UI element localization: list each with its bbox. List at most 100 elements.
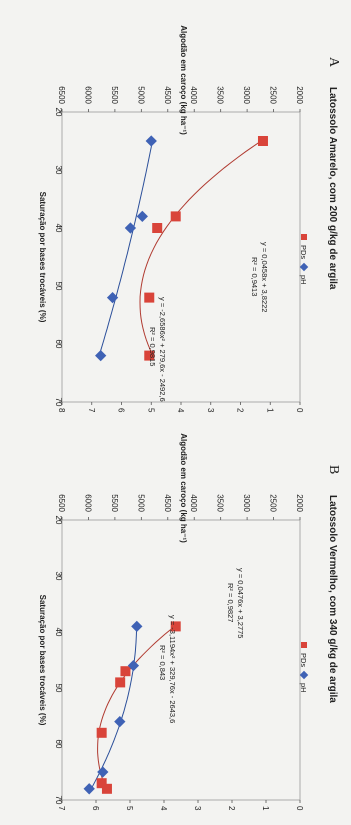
equation-ph: y = 0,0458x + 3,8222 bbox=[260, 242, 269, 312]
trendline-pds bbox=[97, 626, 175, 789]
data-point-ph bbox=[136, 210, 148, 223]
data-point-pds bbox=[144, 292, 155, 303]
tick-label-left: 4500 bbox=[163, 86, 172, 104]
data-point-ph bbox=[131, 620, 143, 633]
tick-label-right: 6 bbox=[91, 806, 100, 811]
tick-label-x: 70 bbox=[54, 796, 63, 805]
left-axis-label: Algodão em caroço (kg ha⁻¹) bbox=[179, 25, 188, 135]
chart-title: Latossolo Vermelho, com 340 g/kg de argi… bbox=[327, 495, 338, 703]
legend-marker-pds bbox=[301, 642, 307, 648]
tick-label-right: 8 bbox=[57, 408, 66, 413]
tick-label-left: 2500 bbox=[269, 494, 278, 512]
tick-label-left: 5000 bbox=[136, 86, 145, 104]
chart-b: B Latossolo Vermelho, com 340 g/kg de arg… bbox=[38, 433, 341, 811]
tick-label-right: 1 bbox=[265, 408, 274, 413]
legend-marker-pds bbox=[301, 234, 307, 240]
legend-marker-ph bbox=[299, 262, 309, 272]
data-point-pds bbox=[115, 677, 126, 688]
data-point-pds bbox=[120, 666, 131, 677]
panel-label: B bbox=[326, 465, 341, 474]
data-point-ph bbox=[95, 349, 107, 362]
tick-label-right: 2 bbox=[227, 806, 236, 811]
data-point-pds bbox=[144, 350, 155, 361]
tick-label-x: 40 bbox=[54, 628, 63, 637]
data-point-pds bbox=[96, 778, 107, 789]
tick-label-left: 4000 bbox=[189, 494, 198, 512]
data-point-ph bbox=[127, 659, 140, 672]
data-point-ph bbox=[114, 715, 126, 728]
equation-ph: y = 0,0476x + 3,2775 bbox=[236, 568, 245, 638]
plot-frame bbox=[61, 519, 301, 801]
tick-label-left: 6500 bbox=[57, 494, 66, 512]
left-axis-label: Algodão em caroço (kg ha⁻¹) bbox=[179, 433, 188, 543]
tick-label-x: 60 bbox=[54, 340, 63, 349]
tick-label-left: 3500 bbox=[216, 86, 225, 104]
tick-label-x: 40 bbox=[54, 224, 63, 233]
x-axis-label: Saturação por bases trocáveis (%) bbox=[38, 192, 47, 323]
tick-label-x: 50 bbox=[54, 282, 63, 291]
tick-label-left: 4500 bbox=[163, 494, 172, 512]
chart-title: Latossolo Amarelo, com 200 g/kg de argil… bbox=[327, 87, 338, 290]
legend-label-pds: PDs bbox=[299, 653, 308, 667]
data-point-pds bbox=[257, 136, 268, 146]
data-point-pds bbox=[101, 783, 112, 794]
tick-label-right: 4 bbox=[176, 408, 185, 413]
trendline-ph bbox=[90, 626, 137, 790]
trendline-ph bbox=[98, 140, 153, 356]
tick-label-left: 6000 bbox=[83, 86, 92, 104]
data-point-pds bbox=[170, 211, 181, 222]
tick-label-left: 5500 bbox=[110, 86, 119, 104]
tick-label-left: 3000 bbox=[242, 86, 251, 104]
equation-pds: y = -3,1194x² + 329,76x - 2643,6 bbox=[168, 615, 177, 723]
chart-a: A Latossolo Amarelo, com 200 g/kg de argi… bbox=[38, 25, 341, 413]
tick-label-right: 6 bbox=[117, 408, 126, 413]
tick-label-left: 6000 bbox=[83, 494, 92, 512]
tick-label-left: 5000 bbox=[136, 494, 145, 512]
legend-label-ph: pH bbox=[299, 275, 308, 285]
equation-pds: y = -2,6586x² + 279,6x - 2492,6 bbox=[158, 297, 167, 402]
panel-label: A bbox=[326, 57, 341, 68]
tick-label-left: 3000 bbox=[242, 494, 251, 512]
data-point-pds bbox=[170, 621, 181, 632]
tick-label-right: 2 bbox=[236, 408, 245, 413]
r2-pds: R² = 0,9815 bbox=[148, 327, 157, 366]
r2-ph: R² = 0,9413 bbox=[250, 257, 259, 296]
tick-label-x: 20 bbox=[54, 108, 63, 117]
tick-label-left: 2000 bbox=[295, 494, 304, 512]
legend-marker-ph bbox=[299, 670, 309, 680]
data-point-pds bbox=[152, 223, 163, 233]
r2-pds: R² = 0,843 bbox=[158, 645, 167, 680]
tick-label-right: 7 bbox=[87, 408, 96, 413]
tick-label-right: 4 bbox=[159, 806, 168, 811]
tick-label-left: 2000 bbox=[295, 86, 304, 104]
x-axis-label: Saturação por bases trocáveis (%) bbox=[38, 595, 47, 726]
tick-label-x: 60 bbox=[54, 740, 63, 749]
data-point-ph bbox=[97, 766, 109, 778]
tick-label-x: 30 bbox=[54, 572, 63, 581]
tick-label-left: 3500 bbox=[216, 494, 225, 512]
tick-label-left: 6500 bbox=[57, 86, 66, 104]
tick-label-x: 30 bbox=[54, 166, 63, 175]
tick-label-right: 7 bbox=[57, 806, 66, 811]
legend-label-pds: PDs bbox=[299, 245, 308, 259]
r2-ph: R² = 0,9827 bbox=[226, 583, 235, 622]
tick-label-left: 5500 bbox=[110, 494, 119, 512]
legend-label-ph: pH bbox=[299, 683, 308, 693]
tick-label-left: 2500 bbox=[269, 86, 278, 104]
tick-label-right: 0 bbox=[295, 806, 304, 811]
tick-label-right: 3 bbox=[206, 408, 215, 413]
data-point-ph bbox=[145, 135, 157, 147]
tick-label-right: 3 bbox=[193, 806, 202, 811]
trendline-pds bbox=[139, 140, 262, 356]
tick-label-x: 50 bbox=[54, 684, 63, 693]
tick-label-x: 20 bbox=[54, 516, 63, 525]
tick-label-left: 4000 bbox=[189, 86, 198, 104]
tick-label-right: 1 bbox=[261, 806, 270, 811]
data-point-pds bbox=[96, 727, 107, 738]
tick-label-right: 5 bbox=[125, 806, 134, 811]
tick-label-right: 5 bbox=[146, 408, 155, 413]
tick-label-right: 0 bbox=[295, 408, 304, 413]
tick-label-x: 70 bbox=[54, 398, 63, 407]
